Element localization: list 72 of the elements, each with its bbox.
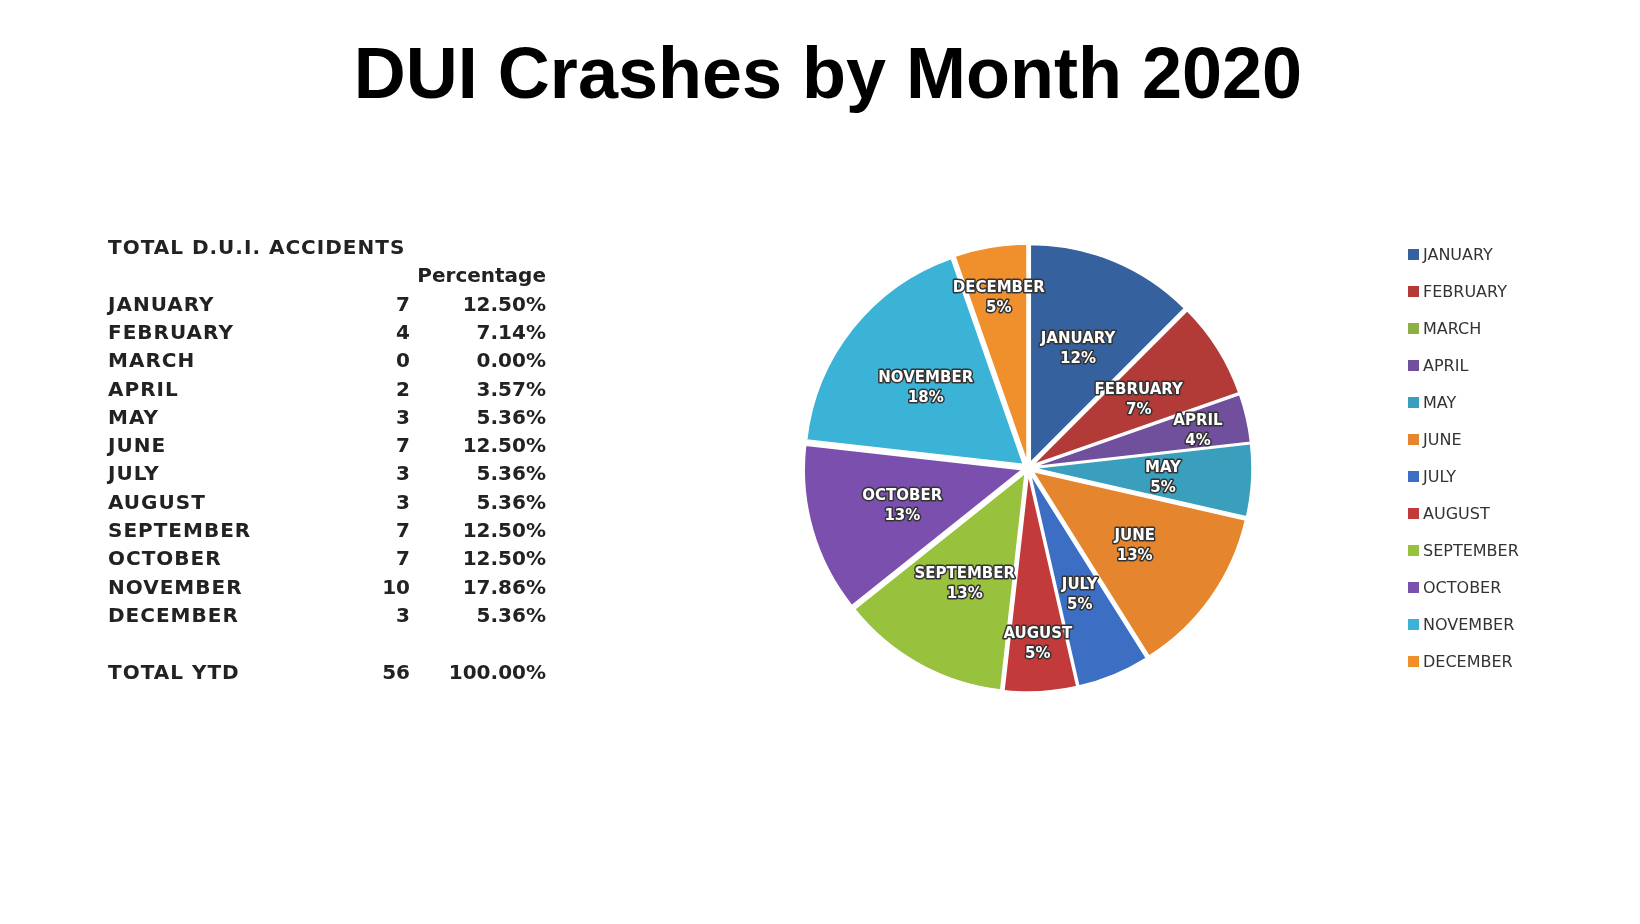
text: 5.36% xyxy=(476,404,546,429)
data-label: 7% xyxy=(1126,400,1152,419)
category-label: JULY xyxy=(106,461,160,486)
text: 5.36% xyxy=(476,489,546,514)
data-label: 7 xyxy=(396,546,410,571)
text: 12.50% xyxy=(462,291,546,316)
legend-label: MAY xyxy=(1423,393,1457,412)
data-label: 12% xyxy=(1060,349,1096,368)
data-label: 2 xyxy=(396,376,410,401)
category-label: TOTAL YTD xyxy=(108,659,240,684)
category-label: SEPTEMBER xyxy=(108,518,252,542)
text: 100.00% xyxy=(448,659,546,684)
legend-label: AUGUST xyxy=(1423,504,1490,523)
category-label: MARCH xyxy=(108,348,196,373)
data-label: 10 xyxy=(382,574,410,599)
data-label: 7 xyxy=(396,433,410,458)
text: 12.50% xyxy=(462,518,546,542)
legend-label: JUNE xyxy=(1422,430,1462,449)
data-label: 4% xyxy=(1185,431,1211,450)
legend-label: APRIL xyxy=(1423,356,1469,375)
slice-label: APRIL xyxy=(1173,411,1224,430)
category-label: JUNE xyxy=(106,433,167,458)
data-label: 13% xyxy=(884,506,921,525)
data-label: 3 xyxy=(396,461,410,486)
text: 3.57% xyxy=(476,376,546,401)
category-label: NOVEMBER xyxy=(108,574,243,599)
data-label: 7 xyxy=(396,291,410,316)
category-label: DECEMBER xyxy=(108,602,239,627)
legend-label: NOVEMBER xyxy=(1423,615,1515,634)
text: 5.36% xyxy=(476,602,546,627)
slice-label: JANUARY xyxy=(1039,329,1117,348)
text: 17.86% xyxy=(462,574,546,599)
slice-label: OCTOBER xyxy=(862,486,943,505)
legend-label: DECEMBER xyxy=(1423,652,1513,671)
category-label: APRIL xyxy=(108,376,179,401)
legend-label: JANUARY xyxy=(1422,245,1494,264)
data-label: 7 xyxy=(396,518,410,542)
data-label: 3 xyxy=(396,602,410,627)
category-label: JANUARY xyxy=(106,291,215,316)
data-label: 5% xyxy=(1150,477,1176,496)
data-label: 4 xyxy=(396,319,410,344)
slice-label: JUNE xyxy=(1113,525,1155,544)
text: Percentage xyxy=(417,263,546,288)
data-label: 5% xyxy=(1067,594,1093,613)
data-label: 3 xyxy=(396,404,410,429)
data-label: 5% xyxy=(1025,644,1051,663)
legend-label: SEPTEMBER xyxy=(1423,541,1519,560)
category-label: FEBRUARY xyxy=(108,319,234,344)
slice-label: JULY xyxy=(1060,574,1099,593)
data-label: 18% xyxy=(907,388,944,407)
slice-label: MAY xyxy=(1144,457,1183,476)
text: 12.50% xyxy=(462,546,546,571)
text: TOTAL D.U.I. ACCIDENTS xyxy=(108,235,406,259)
data-label: 13% xyxy=(946,584,983,603)
chart-title: DUI Crashes by Month 2020 xyxy=(353,33,1303,113)
legend-label: JULY xyxy=(1422,467,1457,486)
data-label: 0 xyxy=(396,348,410,373)
text: 5.36% xyxy=(476,461,546,486)
slice-label: NOVEMBER xyxy=(878,368,974,387)
legend-label: MARCH xyxy=(1423,319,1482,338)
text: 7.14% xyxy=(476,319,546,344)
text: 0.00% xyxy=(476,348,546,373)
category-label: MAY xyxy=(108,404,159,429)
data-label: 3 xyxy=(396,489,410,514)
data-label: 5% xyxy=(986,298,1012,317)
data-label: 56 xyxy=(382,659,410,684)
data-label: 13% xyxy=(1116,545,1153,564)
text: 12.50% xyxy=(462,433,546,458)
legend-label: OCTOBER xyxy=(1423,578,1502,597)
category-label: AUGUST xyxy=(108,489,206,514)
category-label: OCTOBER xyxy=(108,546,222,571)
legend-label: FEBRUARY xyxy=(1423,282,1508,301)
